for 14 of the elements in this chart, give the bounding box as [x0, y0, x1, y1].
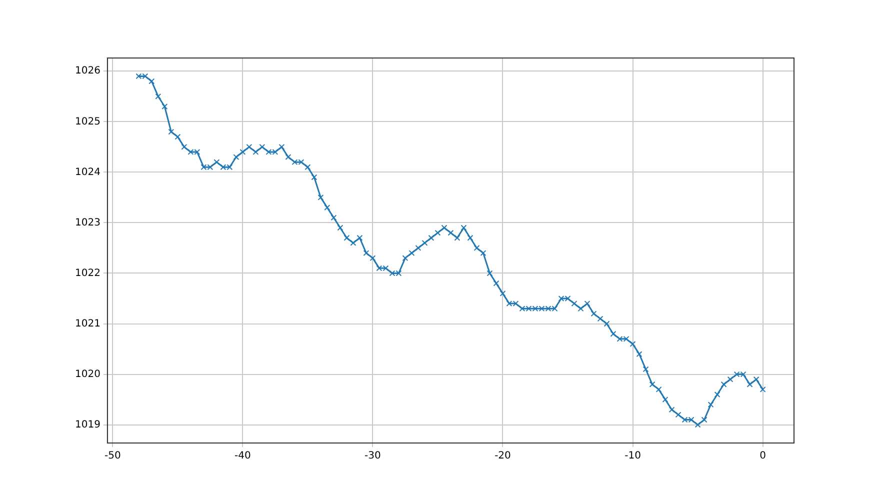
x-tick-label: 0: [760, 450, 766, 462]
y-tick-label: 1020: [74, 368, 100, 380]
x-tick-label: -10: [624, 450, 641, 462]
y-tick-label: 1021: [74, 318, 100, 330]
y-tick-label: 1024: [74, 166, 100, 178]
y-tick-label: 1019: [74, 419, 100, 430]
y-tick-label: 1026: [74, 66, 100, 77]
x-tick-label: -30: [364, 450, 381, 462]
y-tick-label: 1022: [74, 268, 100, 279]
y-tick-label: 1023: [74, 217, 100, 228]
x-tick-label: -40: [234, 450, 251, 462]
y-tick-label: 1025: [74, 116, 100, 128]
x-tick-label: -20: [494, 450, 511, 462]
x-tick-label: -50: [104, 450, 121, 462]
